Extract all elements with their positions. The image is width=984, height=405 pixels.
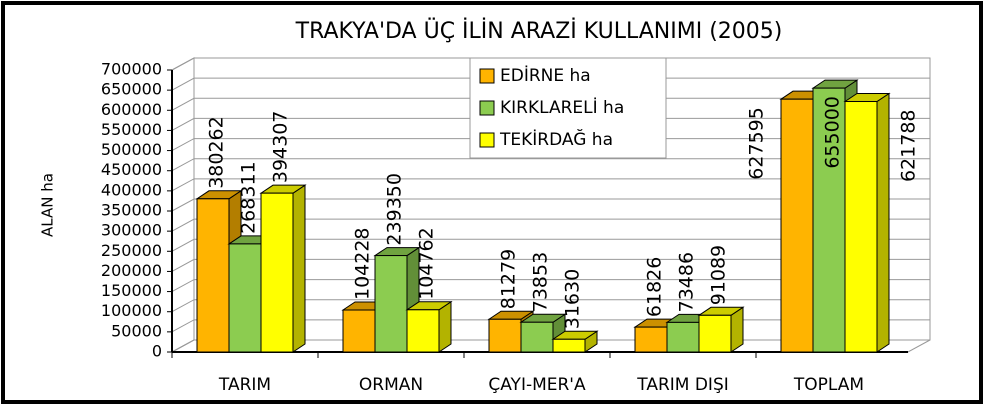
- bar-front: [342, 309, 376, 353]
- y-tick-label: 100000: [101, 301, 162, 320]
- y-tick-label: 0: [152, 342, 162, 361]
- legend-label: KIRKLARELİ ha: [500, 97, 624, 118]
- value-label: 655000: [822, 96, 844, 169]
- value-label: 91089: [708, 245, 730, 305]
- x-tick-label: ÇAYI-MER'A: [488, 375, 586, 395]
- value-label: 61826: [644, 257, 666, 317]
- legend-swatch: [479, 132, 495, 148]
- bar-front: [666, 321, 700, 353]
- chart-title: TRAKYA'DA ÜÇ İLİN ARAZİ KULLANIMI (2005): [295, 18, 783, 44]
- grid-line: [171, 117, 930, 131]
- y-tick-label: 600000: [101, 100, 162, 119]
- value-label: 73853: [530, 252, 552, 312]
- grid-line: [171, 198, 930, 212]
- y-tick-label: 500000: [101, 140, 162, 159]
- bar: [551, 330, 599, 353]
- value-label: 31630: [562, 269, 584, 329]
- y-tick-label: 450000: [101, 160, 162, 179]
- grid-line: [171, 238, 930, 252]
- legend-label: EDİRNE ha: [500, 65, 591, 86]
- value-label: 104228: [352, 227, 374, 300]
- value-label: 268311: [238, 161, 260, 234]
- grid-line: [171, 77, 930, 91]
- grid-line: [171, 299, 930, 313]
- bar: [259, 184, 307, 353]
- x-tick-label: ORMAN: [359, 375, 423, 395]
- grid-line: [171, 138, 930, 152]
- y-tick-label: 550000: [101, 120, 162, 139]
- value-label: 239350: [384, 173, 406, 246]
- bar-side: [438, 300, 452, 353]
- grid-line: [171, 178, 930, 192]
- x-tick-label: TOPLAM: [793, 375, 864, 395]
- bar-front: [844, 101, 878, 353]
- y-tick-label: 650000: [101, 80, 162, 99]
- y-tick-label: 200000: [101, 261, 162, 280]
- legend: [469, 57, 667, 159]
- grid-line: [171, 258, 930, 272]
- bar-front: [634, 326, 668, 353]
- title-bg: [248, 17, 830, 47]
- bar-front: [812, 87, 846, 353]
- legend-swatch: [479, 100, 495, 116]
- y-tick-label: 150000: [101, 281, 162, 300]
- x-tick-label: TARIM DIŞI: [636, 375, 729, 395]
- legend-swatch: [479, 68, 495, 84]
- bar: [843, 92, 891, 353]
- y-tick-label: 300000: [101, 221, 162, 240]
- value-label: 81279: [498, 249, 520, 309]
- bar-front: [196, 198, 230, 353]
- grid-line: [171, 218, 930, 232]
- bar-front: [228, 243, 262, 353]
- bar-front: [698, 314, 732, 353]
- y-tick-label: 400000: [101, 180, 162, 199]
- bar: [405, 300, 453, 353]
- value-label: 627595: [746, 107, 768, 180]
- value-label: 621788: [898, 110, 920, 183]
- bar-front: [552, 338, 586, 353]
- bar-front: [488, 318, 522, 353]
- bar-side: [292, 184, 306, 353]
- bar-front: [406, 309, 440, 353]
- value-label: 104762: [416, 227, 438, 300]
- value-label: 73486: [676, 252, 698, 312]
- grid-line: [171, 158, 930, 172]
- y-tick-label: 350000: [101, 201, 162, 220]
- value-label: 380262: [206, 116, 228, 189]
- y-axis-label: ALAN ha: [39, 173, 57, 237]
- value-label: 394307: [270, 111, 292, 184]
- legend-label: TEKİRDAĞ ha: [499, 128, 613, 150]
- grid-line: [171, 97, 930, 111]
- y-tick-label: 700000: [101, 60, 162, 79]
- y-tick-label: 250000: [101, 241, 162, 260]
- bar-front: [374, 255, 408, 353]
- bar-front: [260, 192, 294, 353]
- bar-front: [520, 321, 554, 353]
- grid-line: [171, 279, 930, 293]
- x-tick-label: TARIM: [218, 375, 271, 395]
- bar-side: [876, 92, 890, 353]
- y-tick-label: 50000: [111, 321, 162, 340]
- grid-line: [171, 57, 930, 71]
- bar: [697, 306, 745, 353]
- bar-front: [780, 98, 814, 353]
